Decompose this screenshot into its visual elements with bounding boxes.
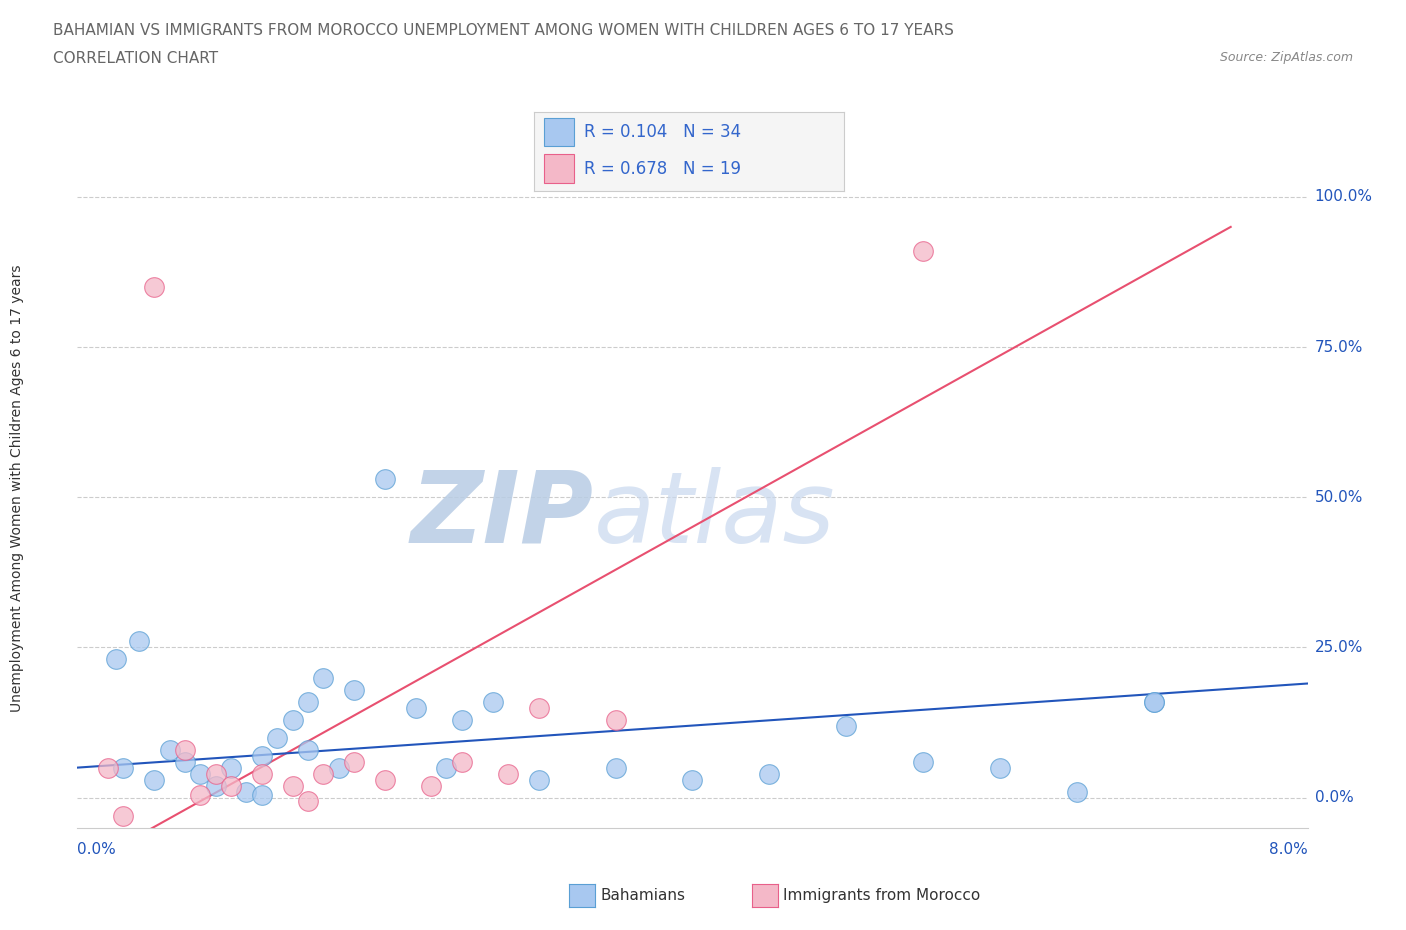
Point (112, 760, 135, 775)
Point (104, 652, 127, 667)
Point (112, 808, 135, 823)
Point (159, 742, 181, 757)
Text: 25.0%: 25.0% (1315, 640, 1362, 655)
Point (143, 772, 166, 787)
Text: 8.0%: 8.0% (1268, 842, 1308, 857)
Point (682, 772, 704, 787)
Point (204, 766, 226, 781)
Point (527, 772, 550, 787)
Point (312, 766, 335, 781)
Point (1143, 694, 1166, 709)
Text: 50.0%: 50.0% (1315, 490, 1362, 505)
Point (143, 280, 166, 295)
Point (450, 712, 472, 727)
Text: ZIP: ZIP (411, 467, 595, 564)
Text: BAHAMIAN VS IMMIGRANTS FROM MOROCCO UNEMPLOYMENT AMONG WOMEN WITH CHILDREN AGES : BAHAMIAN VS IMMIGRANTS FROM MOROCCO UNEM… (53, 23, 955, 38)
Point (1143, 694, 1166, 709)
Point (835, 718, 858, 733)
Bar (544, 118, 575, 146)
Point (174, 754, 197, 769)
Point (988, 760, 1011, 775)
Point (97, 760, 120, 775)
Point (328, 760, 350, 775)
Point (527, 700, 550, 715)
Point (128, 634, 150, 649)
Point (297, 742, 319, 757)
Text: Immigrants from Morocco: Immigrants from Morocco (783, 888, 980, 903)
Point (496, 766, 519, 781)
Point (266, 730, 288, 745)
Point (188, 787, 212, 802)
Point (450, 754, 472, 769)
Point (374, 772, 396, 787)
Point (912, 754, 935, 769)
Point (605, 760, 627, 775)
Point (312, 670, 335, 684)
Text: CORRELATION CHART: CORRELATION CHART (53, 51, 218, 66)
Text: Source: ZipAtlas.com: Source: ZipAtlas.com (1219, 51, 1353, 64)
Point (219, 760, 242, 775)
Point (204, 778, 226, 793)
Text: R = 0.104   N = 34: R = 0.104 N = 34 (583, 123, 741, 141)
Point (343, 754, 366, 769)
Point (174, 742, 197, 757)
Point (436, 760, 458, 775)
Point (405, 700, 427, 715)
Point (420, 778, 443, 793)
Text: R = 0.678   N = 19: R = 0.678 N = 19 (583, 160, 741, 178)
Text: Bahamians: Bahamians (600, 888, 685, 903)
Point (481, 694, 503, 709)
Point (250, 787, 273, 802)
Point (250, 748, 273, 763)
Text: 0.0%: 0.0% (77, 842, 117, 857)
Point (281, 712, 304, 727)
Text: Unemployment Among Women with Children Ages 6 to 17 years: Unemployment Among Women with Children A… (10, 264, 24, 712)
Point (297, 793, 319, 808)
Point (250, 766, 273, 781)
Text: 75.0%: 75.0% (1315, 339, 1362, 354)
Point (343, 682, 366, 697)
Text: 0.0%: 0.0% (1315, 790, 1354, 805)
Point (219, 778, 242, 793)
Text: atlas: atlas (595, 467, 835, 564)
Point (374, 472, 396, 486)
Point (758, 766, 780, 781)
Point (281, 778, 304, 793)
Point (297, 694, 319, 709)
Text: 100.0%: 100.0% (1315, 190, 1372, 205)
Point (605, 712, 627, 727)
Point (188, 766, 212, 781)
Point (912, 244, 935, 259)
Point (1066, 784, 1088, 799)
Bar (544, 154, 575, 182)
Point (235, 784, 257, 799)
